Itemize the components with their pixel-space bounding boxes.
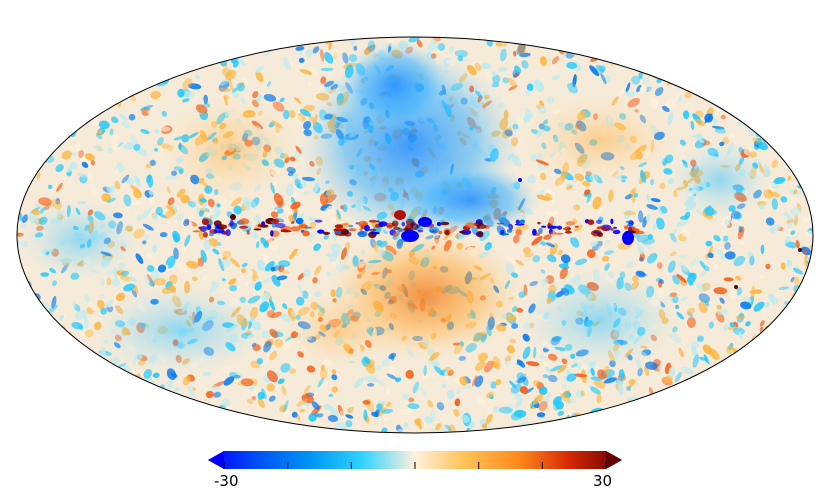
north-blue-lobe-top (340, 40, 450, 130)
map-boundary (16, 36, 814, 434)
colorbar-max-extension (606, 451, 622, 469)
south-east-cyan-region (520, 270, 680, 370)
colorbar-min-label: -30 (214, 472, 239, 490)
galactic-plane-band (192, 178, 802, 289)
south-west-cyan-region (90, 285, 270, 375)
north-blue-lobe-east (400, 165, 540, 235)
south-orange-lobe-west (280, 290, 400, 370)
colorbar-ticks (223, 462, 607, 469)
east-cyan-region (670, 140, 770, 220)
west-cyan-region (20, 200, 140, 280)
large-scale-structures (20, 40, 770, 375)
north-west-orange-region (160, 95, 300, 205)
colorbar-bar (208, 451, 622, 469)
colorbar (208, 451, 622, 469)
colorbar-min-extension (208, 451, 224, 469)
colorbar-max-label: 30 (593, 472, 613, 490)
north-east-orange-region (520, 95, 680, 185)
